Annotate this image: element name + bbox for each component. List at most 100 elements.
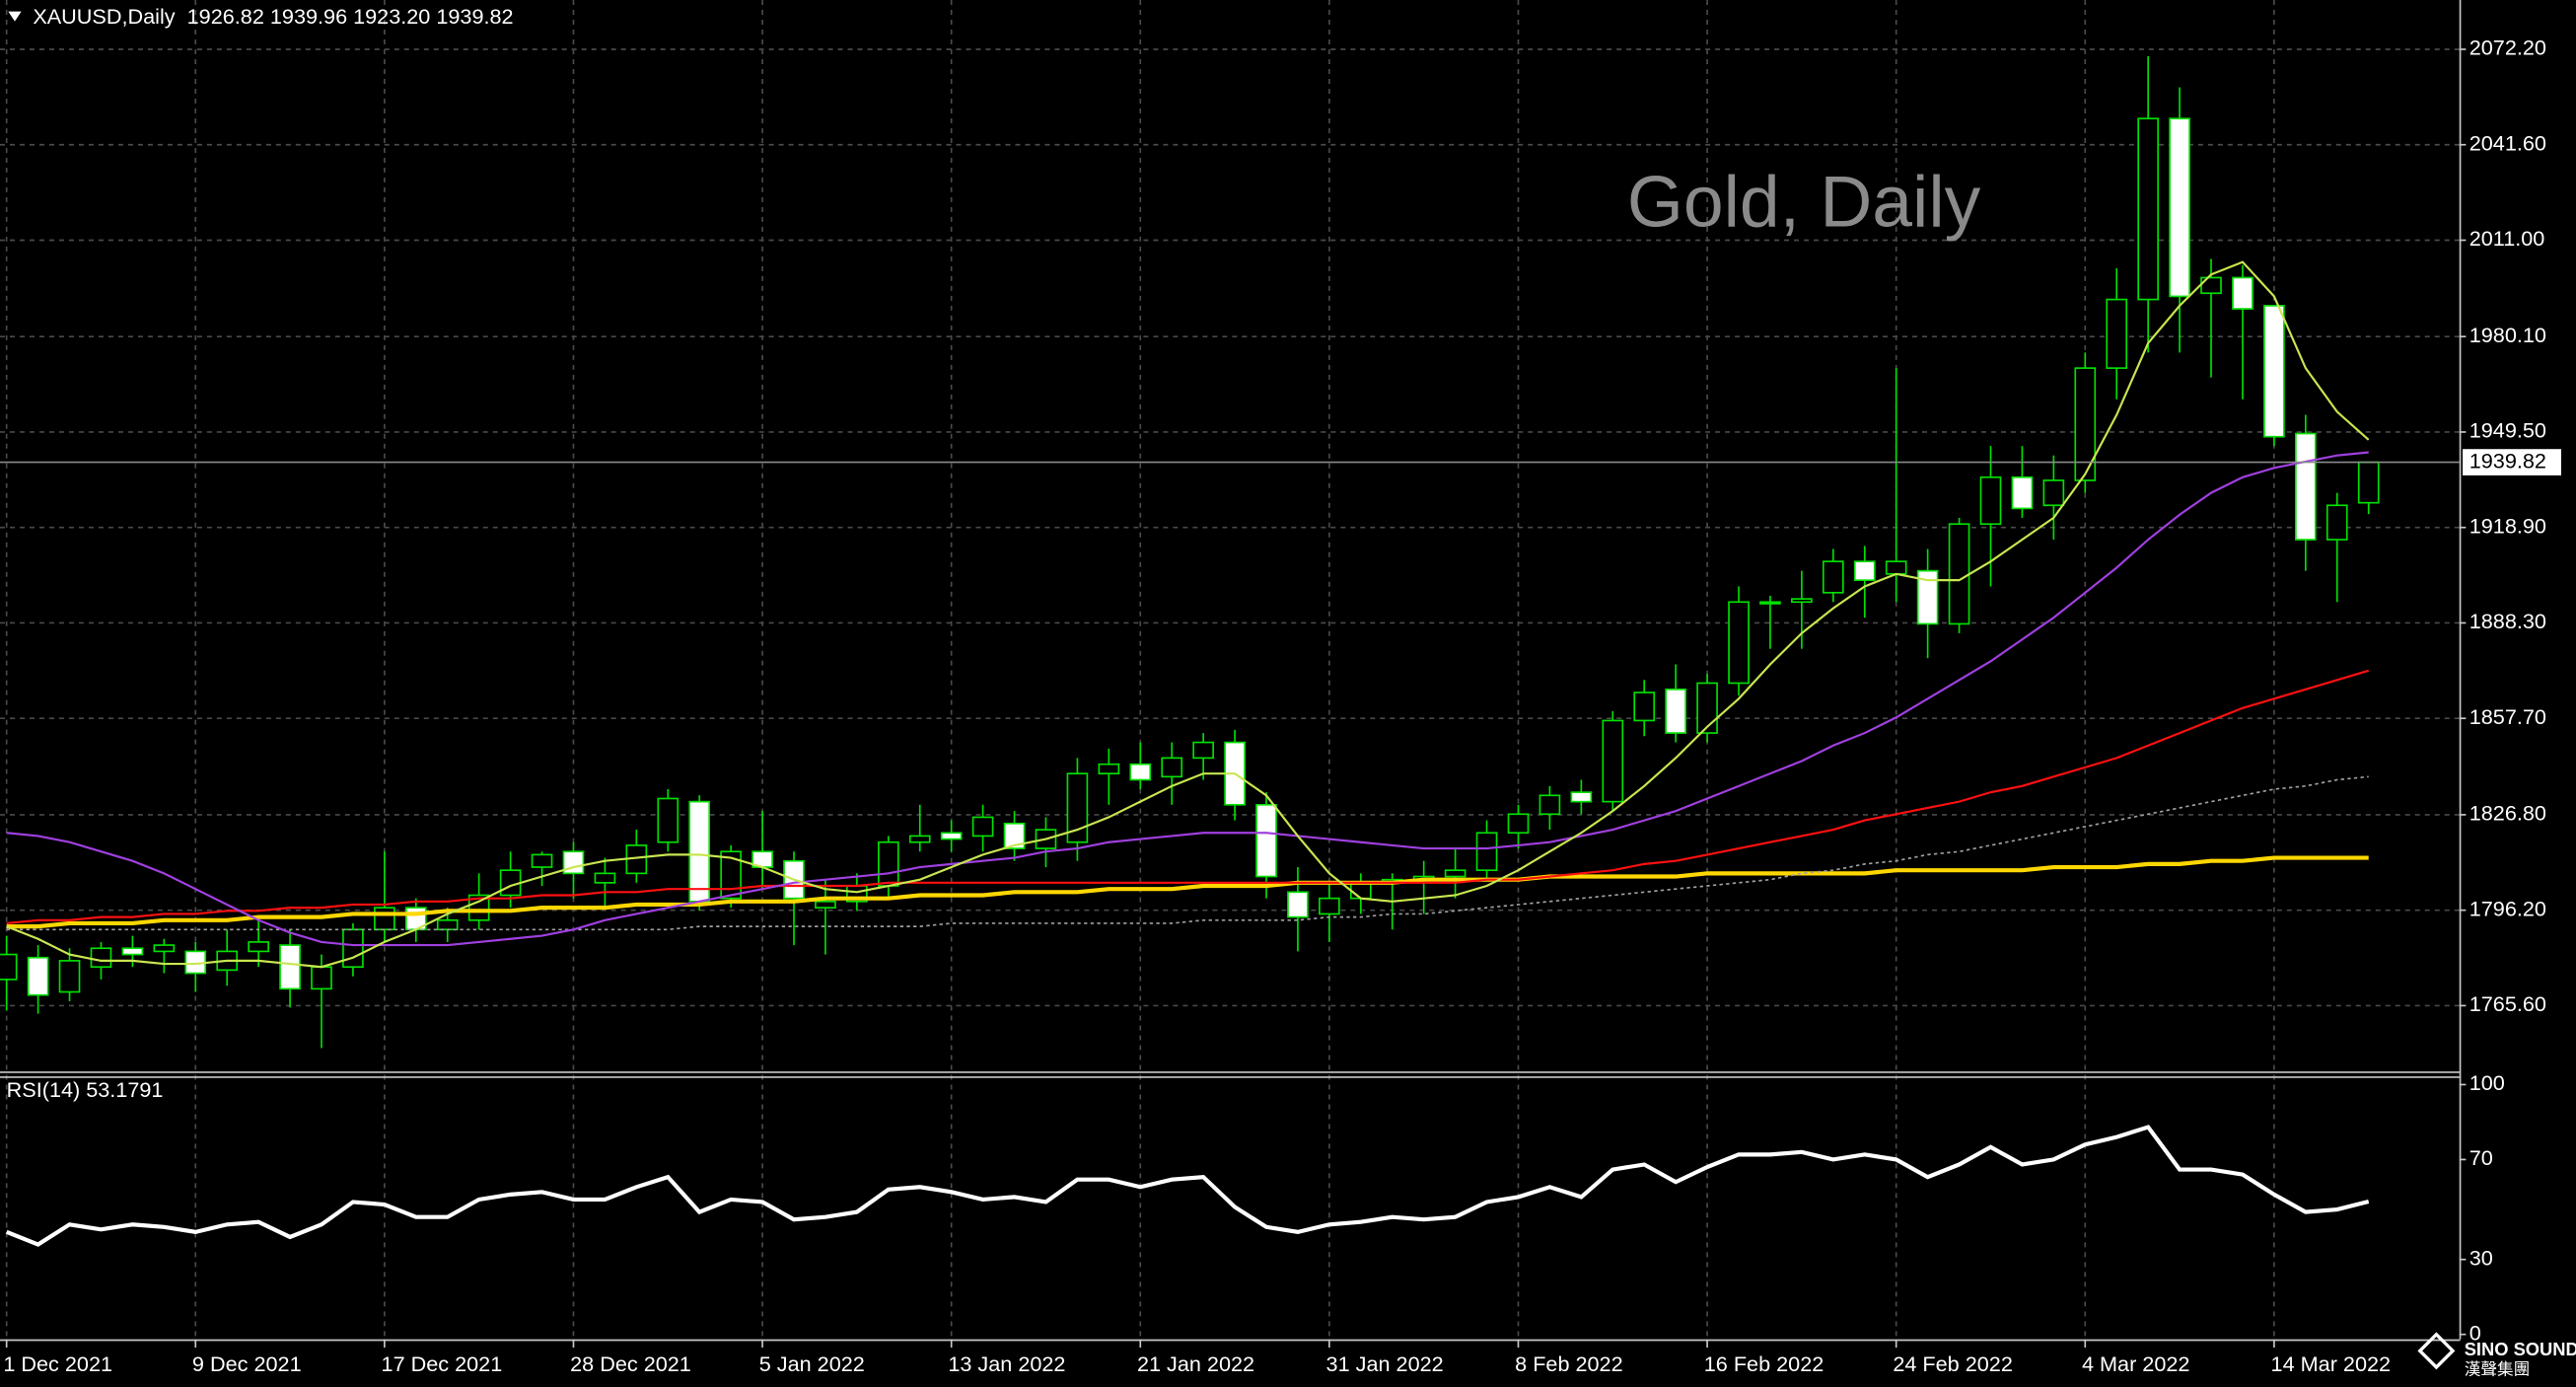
candle-body (1255, 803, 1277, 878)
candle-body (0, 953, 18, 981)
last-price-box (2463, 449, 2562, 475)
y-tick-label: 1980.10 (2469, 323, 2546, 347)
y-tick-label: 0 (2469, 1320, 2481, 1345)
candle-body (531, 853, 553, 868)
candle-body (1349, 882, 1372, 900)
candle-body (2042, 479, 2065, 507)
menu-triangle[interactable] (8, 11, 22, 22)
moving-average-line (6, 855, 2369, 929)
x-tick-label: 16 Feb 2022 (1704, 1351, 1825, 1376)
candle-body (1696, 682, 1718, 734)
candle-body (1822, 560, 1844, 594)
y-tick-label: 2041.60 (2469, 130, 2546, 155)
symbol-header: XAUUSD,Daily 1926.82 1939.96 1923.20 193… (33, 4, 513, 29)
candle-body (1633, 692, 1656, 722)
candle-body (90, 947, 112, 969)
rsi-line (5, 1125, 2370, 1247)
y-tick-label: 70 (2469, 1145, 2493, 1170)
y-tick-label: 1826.80 (2469, 801, 2546, 826)
candle-body (1665, 688, 1686, 734)
x-tick-label: 28 Dec 2021 (570, 1351, 691, 1376)
candle-body (815, 900, 836, 909)
y-tick-label: 30 (2469, 1245, 2493, 1270)
candle-body (1853, 560, 1876, 581)
candle-body (877, 840, 899, 887)
candle-body (436, 918, 459, 931)
watermark-title: Gold, Daily (1627, 161, 1981, 242)
candle-body (1979, 475, 2002, 526)
logo-text: SINO SOUND (2465, 1339, 2576, 1359)
candle-body (153, 944, 176, 953)
candle-body (940, 832, 963, 840)
grid-layer (0, 0, 2460, 1340)
y-tick-label: 100 (2469, 1070, 2505, 1095)
candle-body (1319, 897, 1340, 915)
candle-body (58, 960, 81, 993)
y-tick-label: 1796.20 (2469, 896, 2546, 920)
y-tick-label: 2011.00 (2469, 226, 2545, 251)
logo-subtext: 漢聲集團 (2465, 1360, 2531, 1379)
x-tick-label: 1 Dec 2021 (3, 1351, 112, 1376)
candle-body (1885, 560, 1907, 575)
moving-average-line (6, 669, 2369, 925)
x-tick-label: 31 Jan 2022 (1326, 1351, 1444, 1376)
candle-body (1728, 601, 1750, 685)
candle-body (2357, 461, 2380, 504)
x-tick-label: 14 Mar 2022 (2271, 1351, 2392, 1376)
candle-body (2074, 367, 2097, 481)
candle-body (1066, 772, 1089, 843)
candle-body (374, 907, 395, 931)
candle-body (2011, 475, 2034, 510)
candle-body (1098, 763, 1120, 775)
logo: SINO SOUND 漢聲集團 (2417, 1332, 2576, 1379)
candle-body (720, 850, 742, 900)
y-tick-label: 1949.50 (2469, 418, 2546, 443)
candle-body (657, 797, 680, 843)
x-tick-label: 13 Jan 2022 (948, 1351, 1065, 1376)
candle-body (121, 947, 144, 956)
candle-body (1287, 891, 1309, 918)
candle-body (594, 872, 616, 884)
candle-body (2326, 504, 2348, 541)
y-tick-label: 2072.20 (2469, 36, 2546, 60)
x-tick-label: 9 Dec 2021 (192, 1351, 302, 1376)
candle-body (2169, 117, 2190, 298)
candle-body (2294, 432, 2317, 541)
y-tick-label: 1765.60 (2469, 991, 2546, 1016)
candle-body (971, 816, 994, 838)
candle-body (311, 966, 332, 990)
x-tick-label: 5 Jan 2022 (759, 1351, 865, 1376)
candle-body (342, 928, 364, 969)
candle-body (1948, 523, 1970, 625)
candle-body (1475, 832, 1498, 872)
marks-layer (0, 55, 2380, 1247)
candle-body (2137, 117, 2159, 301)
moving-average-line (6, 260, 2370, 969)
candle-body (1129, 763, 1152, 781)
moving-average-line (6, 451, 2369, 947)
candle-body (1602, 719, 1624, 803)
x-tick-label: 4 Mar 2022 (2082, 1351, 2189, 1376)
y-tick-label: 1888.30 (2469, 609, 2546, 633)
x-tick-label: 17 Dec 2021 (382, 1351, 503, 1376)
candle-body (2232, 276, 2254, 310)
y-tick-label: 1857.70 (2469, 704, 2546, 729)
candle-body (1538, 794, 1561, 816)
candle-body (1444, 869, 1467, 878)
last-price-label: 1939.82 (2469, 448, 2546, 473)
candle-body (908, 835, 931, 843)
x-tick-label: 21 Jan 2022 (1137, 1351, 1254, 1376)
candle-body (2263, 305, 2285, 438)
rsi-title: RSI(14) 53.1791 (7, 1077, 164, 1102)
candle-body (688, 800, 711, 903)
candle-body (1570, 791, 1593, 803)
candle-body (1507, 813, 1530, 835)
logo-icon (2417, 1332, 2456, 1370)
moving-average-line (6, 775, 2369, 931)
candle-body (1916, 569, 1939, 625)
candle-body (27, 956, 49, 996)
candle-body (1192, 741, 1214, 760)
x-tick-label: 24 Feb 2022 (1893, 1351, 2013, 1376)
candle-body (248, 941, 269, 953)
